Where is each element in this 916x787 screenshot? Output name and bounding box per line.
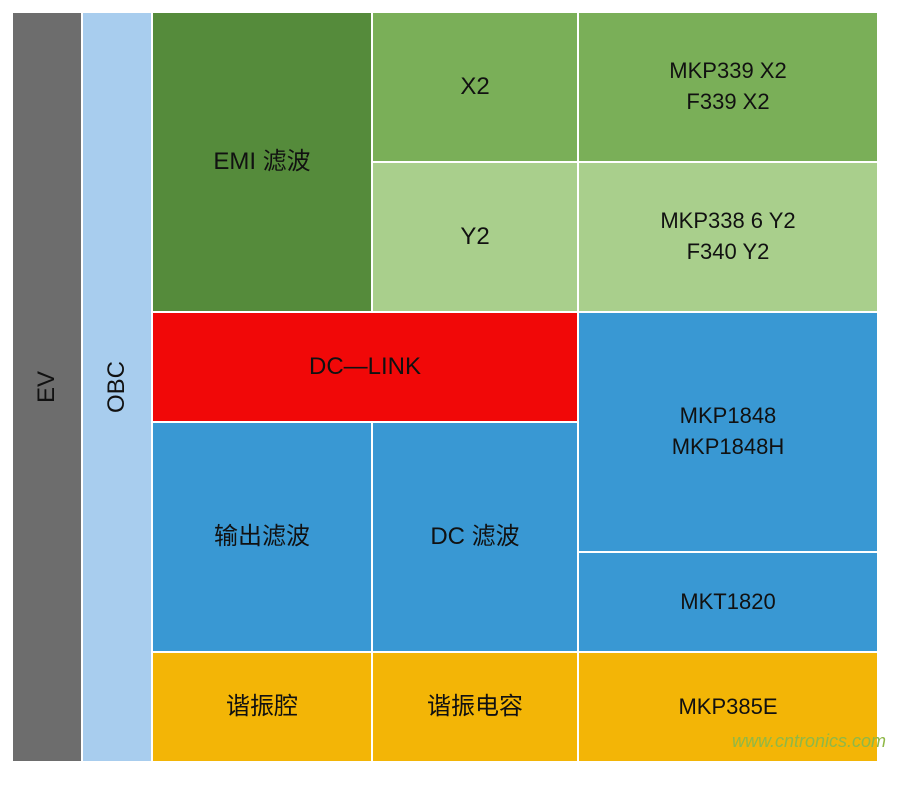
cell-emi: EMI 滤波 bbox=[152, 12, 372, 312]
cell-obc: OBC bbox=[82, 12, 152, 762]
cell-label-obc: OBC bbox=[100, 361, 134, 413]
cell-mkp1848: MKP1848 MKP1848H bbox=[578, 312, 878, 552]
cell-mkt1820: MKT1820 bbox=[578, 552, 878, 652]
cell-outfilter: 输出滤波 bbox=[152, 422, 372, 652]
cell-mkp339: MKP339 X2 F339 X2 bbox=[578, 12, 878, 162]
cell-x2: X2 bbox=[372, 12, 578, 162]
cell-mkp338: MKP338 6 Y2 F340 Y2 bbox=[578, 162, 878, 312]
cell-label-ev: EV bbox=[30, 371, 64, 403]
cell-rescav: 谐振腔 bbox=[152, 652, 372, 762]
treemap-chart: EV OBC EMI 滤波X2MKP339 X2 F339 X2Y2MKP338 6… bbox=[10, 10, 906, 760]
cell-y2: Y2 bbox=[372, 162, 578, 312]
cell-ev: EV bbox=[12, 12, 82, 762]
cell-dclink: DC—LINK bbox=[152, 312, 578, 422]
watermark: www.cntronics.com bbox=[732, 731, 886, 752]
chart-wrap: EV OBC EMI 滤波X2MKP339 X2 F339 X2Y2MKP338 6… bbox=[10, 10, 906, 760]
cell-dcfilter: DC 滤波 bbox=[372, 422, 578, 652]
cell-rescap: 谐振电容 bbox=[372, 652, 578, 762]
